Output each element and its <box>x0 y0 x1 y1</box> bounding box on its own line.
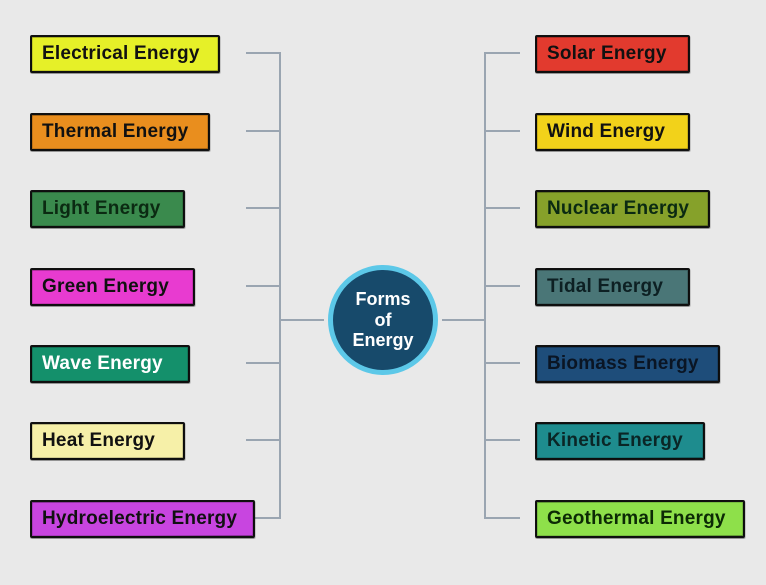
left-node-2: Light Energy <box>30 190 185 228</box>
right-node-0: Solar Energy <box>535 35 690 73</box>
right-node-5: Kinetic Energy <box>535 422 705 460</box>
left-node-1: Thermal Energy <box>30 113 210 151</box>
left-node-5: Heat Energy <box>30 422 185 460</box>
left-node-4: Wave Energy <box>30 345 190 383</box>
right-node-6: Geothermal Energy <box>535 500 745 538</box>
hub-forms-of-energy: Forms of Energy <box>328 265 438 375</box>
left-node-0: Electrical Energy <box>30 35 220 73</box>
hub-line1: Forms <box>352 289 413 310</box>
hub-line2: of <box>352 310 413 331</box>
hub-line3: Energy <box>352 330 413 351</box>
right-node-2: Nuclear Energy <box>535 190 710 228</box>
right-node-4: Biomass Energy <box>535 345 720 383</box>
right-node-3: Tidal Energy <box>535 268 690 306</box>
left-node-6: Hydroelectric Energy <box>30 500 255 538</box>
left-node-3: Green Energy <box>30 268 195 306</box>
right-node-1: Wind Energy <box>535 113 690 151</box>
